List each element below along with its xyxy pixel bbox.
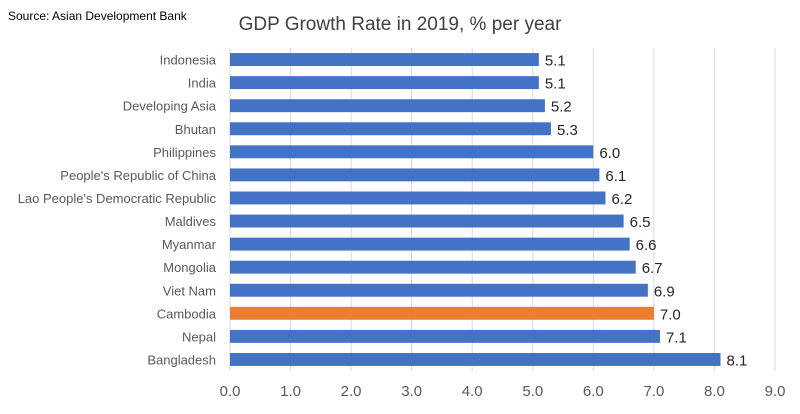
data-label: 7.1	[666, 329, 687, 346]
category-label: Maldives	[165, 214, 217, 229]
category-label: Lao People's Democratic Republic	[18, 191, 217, 206]
x-tick-label: 4.0	[462, 383, 483, 400]
x-tick-label: 5.0	[522, 383, 543, 400]
data-label: 6.9	[654, 283, 675, 300]
x-tick-label: 1.0	[280, 383, 301, 400]
bar	[230, 353, 721, 366]
data-label: 6.1	[605, 168, 626, 185]
data-label: 5.3	[557, 122, 578, 139]
bar	[230, 191, 606, 205]
x-tick-label: 8.0	[704, 383, 725, 400]
category-label: People's Republic of China	[60, 168, 216, 183]
bar	[230, 260, 636, 274]
category-label: Developing Asia	[123, 99, 217, 114]
bar	[230, 122, 551, 136]
bar	[230, 283, 648, 297]
bar	[230, 99, 545, 113]
x-tick-label: 0.0	[220, 383, 241, 400]
data-label: 5.1	[545, 76, 566, 93]
x-tick-label: 7.0	[643, 383, 664, 400]
category-label: Indonesia	[160, 53, 217, 68]
category-label: Mongolia	[163, 260, 217, 275]
x-tick-label: 6.0	[583, 383, 604, 400]
data-label: 6.6	[636, 237, 657, 254]
x-tick-label: 9.0	[765, 383, 786, 400]
category-label: Philippines	[153, 145, 216, 160]
bar	[230, 306, 654, 320]
data-label: 6.7	[642, 260, 663, 277]
category-label: Myanmar	[162, 237, 217, 252]
category-label: Cambodia	[157, 306, 217, 321]
bar	[230, 76, 539, 90]
chart-title: GDP Growth Rate in 2019, % per year	[238, 14, 562, 35]
source-note: Source: Asian Development Bank	[8, 9, 187, 23]
bar	[230, 53, 539, 66]
bar	[230, 214, 624, 228]
category-label: Bangladesh	[147, 352, 216, 367]
category-label: Nepal	[182, 329, 216, 344]
x-tick-label: 2.0	[341, 383, 362, 400]
data-label: 5.1	[545, 53, 566, 70]
x-tick-label: 3.0	[401, 383, 422, 400]
bar	[230, 237, 630, 251]
data-label: 6.0	[599, 145, 620, 162]
category-label: India	[188, 76, 217, 91]
bar	[230, 168, 600, 182]
data-label: 6.2	[611, 191, 632, 208]
data-label: 5.2	[551, 99, 572, 116]
category-label: Viet Nam	[163, 283, 216, 298]
data-label: 7.0	[660, 306, 681, 323]
bar	[230, 329, 660, 343]
data-label: 6.5	[630, 214, 651, 231]
bar	[230, 145, 594, 159]
category-label: Bhutan	[175, 122, 216, 137]
data-label: 8.1	[727, 352, 748, 369]
